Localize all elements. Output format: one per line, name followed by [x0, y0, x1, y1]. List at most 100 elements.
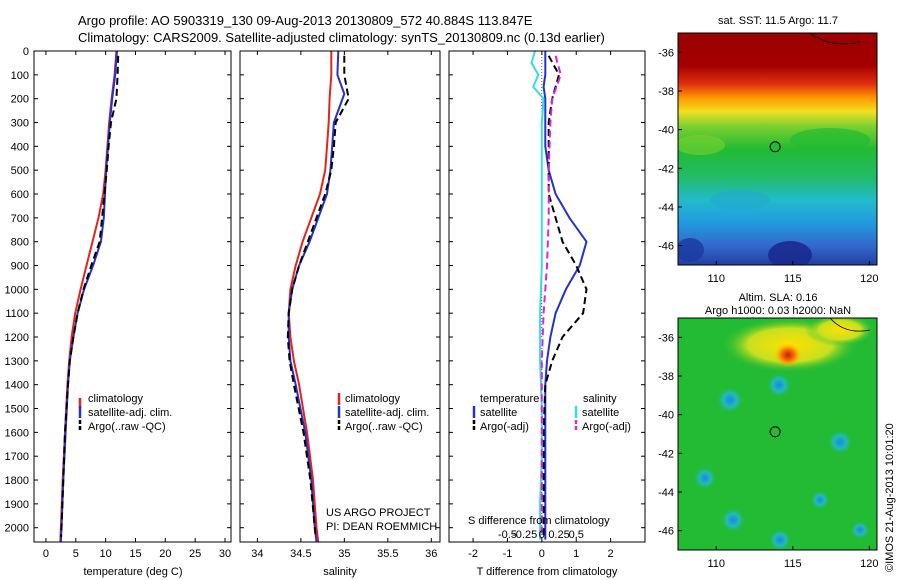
legend-heading-salinity: salinity: [583, 393, 617, 405]
temperature-legend: climatology satellite-adj. clim. Argo(..…: [78, 393, 172, 433]
salinity-frame: [239, 50, 441, 543]
x-tick-label: 1: [573, 548, 579, 560]
depth-tick-label: 100: [11, 70, 29, 82]
salinity-axis-ticks: 34 34.5 35 35.5 36: [251, 51, 437, 560]
x-tick-label: 35: [338, 548, 350, 560]
map-lon-tick-label: 120: [860, 273, 878, 285]
sst-patch-5: [710, 190, 770, 210]
map-lat-tick-label: -40: [658, 410, 674, 422]
depth-tick-label: 600: [11, 189, 29, 201]
sla-map-title-2: Argo h1000: 0.03 h2000: NaN: [705, 305, 851, 317]
legend-label-argo-2: Argo(..raw -QC): [345, 421, 423, 433]
depth-tick-label: 200: [11, 94, 29, 106]
x-tick-label: 0: [539, 548, 545, 560]
x-tick-label: 35.5: [377, 548, 398, 560]
difference-panel: -2 -1 0 1 2 -0.5-0.25 0 0.250.5 T difference f…: [448, 50, 646, 578]
temperature-frame: [33, 50, 232, 543]
temperature-series: [59, 51, 120, 542]
map-lat-tick-label: -36: [658, 332, 674, 344]
sla-high-band-2: [805, 318, 875, 346]
sla-eddy-5: [720, 507, 746, 533]
series-line-satellite-adj-clim: [59, 51, 118, 542]
x-tick-label: 34: [251, 548, 263, 560]
salinity-difference-ticks: -0.5-0.25 0 0.250.5: [498, 529, 584, 541]
sla-argo-location-marker: [769, 426, 781, 438]
depth-tick-label: 900: [11, 261, 29, 273]
x-tick-label: 30: [219, 548, 231, 560]
depth-tick-label: 400: [11, 141, 29, 153]
x-tick-label: -1: [503, 548, 513, 560]
sst-map-ticks: 110 115 120 -36 -38 -40 -42 -44 -46: [658, 47, 878, 285]
header-line-2: Climatology: CARS2009. Satellite-adjuste…: [78, 30, 605, 45]
legend-label-satellite: satellite-adj. clim.: [88, 407, 172, 419]
s-diff-tick-label: 0.5: [569, 529, 584, 541]
x-tick-label: 15: [129, 548, 141, 560]
sla-eddy-4: [693, 466, 717, 490]
map-lat-tick-label: -46: [658, 241, 674, 253]
sst-patch-2: [678, 135, 725, 155]
depth-tick-label: 1700: [5, 451, 29, 463]
x-tick-label: 34.5: [290, 548, 311, 560]
salinity-panel: 34 34.5 35 35.5 36 salinity climatology sate…: [239, 50, 441, 578]
depth-tick-label: 0: [23, 46, 29, 58]
map-lat-tick-label: -44: [658, 202, 674, 214]
x-tick-label: 10: [100, 548, 112, 560]
depth-tick-label: 800: [11, 237, 29, 249]
sst-map-title: sat. SST: 11.5 Argo: 11.7: [718, 15, 838, 27]
temperature-panel: 0100200300400500600700800900100011001200…: [5, 46, 232, 578]
depth-tick-label: 1300: [5, 356, 29, 368]
s-difference-axis-label: S difference from climatology: [468, 515, 610, 527]
s-diff-tick-label: 0.25: [548, 529, 569, 541]
legend-label-climatology: climatology: [88, 393, 144, 405]
series-line-satellite-adj-clim: [287, 51, 346, 542]
x-tick-label: 25: [189, 548, 201, 560]
map-lon-tick-label: 115: [784, 273, 802, 285]
x-tick-label: 5: [73, 548, 79, 560]
map-lon-tick-label: 120: [860, 558, 878, 570]
sla-eddy-3: [827, 429, 853, 455]
x-tick-label: 20: [159, 548, 171, 560]
depth-tick-label: 1200: [5, 332, 29, 344]
s-diff-tick-label: -0.5: [498, 529, 517, 541]
depth-tick-label: 1000: [5, 284, 29, 296]
series-line-temperature-satellite: [542, 51, 588, 540]
difference-axis-ticks: -2 -1 0 1 2: [468, 51, 614, 560]
sla-map-frame: [677, 317, 878, 551]
depth-tick-label: 1500: [5, 404, 29, 416]
sla-map-title-1: Altim. SLA: 0.16: [739, 292, 818, 304]
map-lat-tick-label: -38: [658, 86, 674, 98]
depth-tick-label: 1900: [5, 499, 29, 511]
map-lat-tick-label: -42: [658, 163, 674, 175]
difference-legend: temperature satellite Argo(-adj) salinit…: [472, 393, 631, 433]
depth-axis-ticks: 0 100 200 300 400 500 600 700 800 900 1000 1100 1200…: [5, 46, 231, 535]
temperature-axis-ticks: 0 5 10 15 20 25 30: [43, 51, 231, 560]
sla-map-panel: Altim. SLA: 0.16 Argo h1000: 0.03 h2000:…: [658, 292, 878, 570]
legend-label-t-argo: Argo(-adj): [480, 421, 529, 433]
legend-label-climatology-2: climatology: [345, 393, 401, 405]
depth-tick-label: 1800: [5, 475, 29, 487]
depth-tick-label: 1400: [5, 380, 29, 392]
legend-label-s-argo: Argo(-adj): [582, 421, 631, 433]
temperature-axis-label: temperature (deg C): [83, 566, 182, 578]
sla-contour: [829, 318, 871, 332]
depth-tick-label: 500: [11, 165, 29, 177]
x-tick-label: 2: [608, 548, 614, 560]
map-lat-tick-label: -40: [658, 125, 674, 137]
difference-depth-ticks: [449, 50, 645, 529]
pi-annotation: PI: DEAN ROEMMICH: [326, 521, 437, 533]
depth-tick-label: 300: [11, 118, 29, 130]
salinity-series: [286, 51, 350, 542]
sla-eddy-7: [810, 490, 830, 510]
depth-tick-label: 1600: [5, 427, 29, 439]
difference-frame: [448, 50, 646, 543]
legend-label-t-satellite: satellite: [480, 407, 517, 419]
map-lon-tick-label: 110: [707, 273, 725, 285]
difference-series: [530, 51, 588, 542]
x-tick-label: 36: [425, 548, 437, 560]
map-lat-tick-label: -38: [658, 371, 674, 383]
sst-patch-1: [790, 128, 870, 152]
sla-peak: [774, 343, 802, 367]
header-line-1: Argo profile: AO 5903319_130 09-Aug-2013…: [78, 13, 533, 28]
sst-patch-3: [768, 241, 812, 265]
